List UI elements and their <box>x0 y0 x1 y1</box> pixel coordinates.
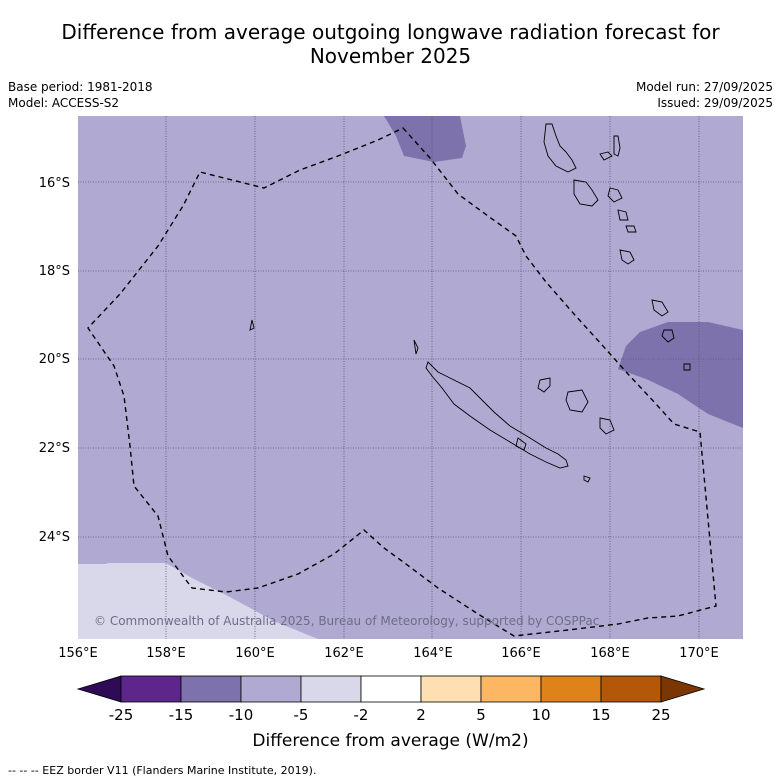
map-svg <box>78 116 743 639</box>
lon-tick-166e: 166°E <box>501 646 541 661</box>
island-mare <box>599 417 615 435</box>
model-run: Model run: 27/09/2025 <box>635 80 773 94</box>
lat-tick-18s: 18°S <box>38 264 70 279</box>
colorbar-bin-3 <box>240 675 302 703</box>
colorbar <box>76 675 706 703</box>
lon-tick-170e: 170°E <box>679 646 719 661</box>
anomaly-patch-east <box>618 322 743 428</box>
island-lifou <box>565 389 589 413</box>
colorbar-label-minus5: -5 <box>293 706 309 724</box>
colorbar-bin-1 <box>120 675 182 703</box>
colorbar-label-minus10: -10 <box>228 706 254 724</box>
lon-tick-160e: 160°E <box>235 646 275 661</box>
new-caledonia-mainland <box>425 361 569 469</box>
colorbar-bin-2 <box>180 675 242 703</box>
island-belep <box>413 339 419 355</box>
chart-title: Difference from average outgoing longwav… <box>0 20 781 68</box>
graticule <box>78 116 743 639</box>
island-ouvea <box>537 377 551 393</box>
issued-date: Issued: 29/09/2025 <box>657 96 773 110</box>
colorbar-label-10: 10 <box>531 706 551 724</box>
colorbar-bin-8 <box>540 675 602 703</box>
meta-right: Model run: 27/09/2025 Issued: 29/09/2025 <box>636 79 773 111</box>
colorbar-bin-4 <box>300 675 362 703</box>
lat-tick-16s: 16°S <box>38 176 70 191</box>
lat-tick-20s: 20°S <box>38 352 70 367</box>
copyright-notice: © Commonwealth of Australia 2025, Bureau… <box>94 614 600 628</box>
colorbar-label-minus15: -15 <box>168 706 194 724</box>
colorbar-label-15: 15 <box>591 706 611 724</box>
anomaly-patch-southwest <box>78 563 318 639</box>
island-hunter <box>661 329 675 343</box>
colorbar-label-2: 2 <box>416 706 426 724</box>
island-efate <box>617 209 629 221</box>
footer-note: -- -- -- EEZ border V11 (Flanders Marine… <box>8 764 317 777</box>
island-epi <box>607 187 623 203</box>
island-maewo <box>599 151 613 161</box>
colorbar-label-minus25: -25 <box>108 706 134 724</box>
map-panel <box>78 116 743 639</box>
colorbar-bin-5 <box>360 675 422 703</box>
island-espiritu-santo <box>543 123 577 173</box>
island-tanna <box>619 249 635 265</box>
colorbar-arrow-low <box>76 675 122 703</box>
island-matthew <box>651 299 669 317</box>
colorbar-bin-9 <box>600 675 662 703</box>
meta-left: Base period: 1981-2018 Model: ACCESS-S2 <box>8 79 153 111</box>
colorbar-label-5: 5 <box>476 706 486 724</box>
island-erromango <box>625 225 637 233</box>
colorbar-bin-7 <box>480 675 542 703</box>
coastlines <box>249 123 691 483</box>
base-period: Base period: 1981-2018 <box>8 80 153 94</box>
lon-tick-168e: 168°E <box>590 646 630 661</box>
eez-border <box>87 127 717 637</box>
colorbar-label-25: 25 <box>651 706 671 724</box>
lon-tick-158e: 158°E <box>146 646 186 661</box>
lat-tick-24s: 24°S <box>38 530 70 545</box>
anomaly-field-minus10-minus5 <box>78 116 743 639</box>
island-malakula <box>573 179 599 207</box>
colorbar-title: Difference from average (W/m2) <box>252 731 529 751</box>
colorbar-bin-6 <box>420 675 482 703</box>
island-isle-of-pines <box>515 437 527 451</box>
island-walpole <box>583 475 591 483</box>
title-line-2: November 2025 <box>309 44 472 68</box>
title-line-1: Difference from average outgoing longwav… <box>61 20 720 44</box>
island-east-rock <box>683 363 691 371</box>
lat-tick-22s: 22°S <box>38 441 70 456</box>
colorbar-arrow-high <box>660 675 706 703</box>
island-chesterfield <box>249 319 255 331</box>
lon-tick-156e: 156°E <box>58 646 98 661</box>
colorbar-label-minus2: -2 <box>353 706 369 724</box>
lon-tick-162e: 162°E <box>324 646 364 661</box>
lon-tick-164e: 164°E <box>413 646 453 661</box>
model-name: Model: ACCESS-S2 <box>8 96 120 110</box>
island-pentecost <box>613 135 621 157</box>
anomaly-patch-north <box>384 116 466 162</box>
